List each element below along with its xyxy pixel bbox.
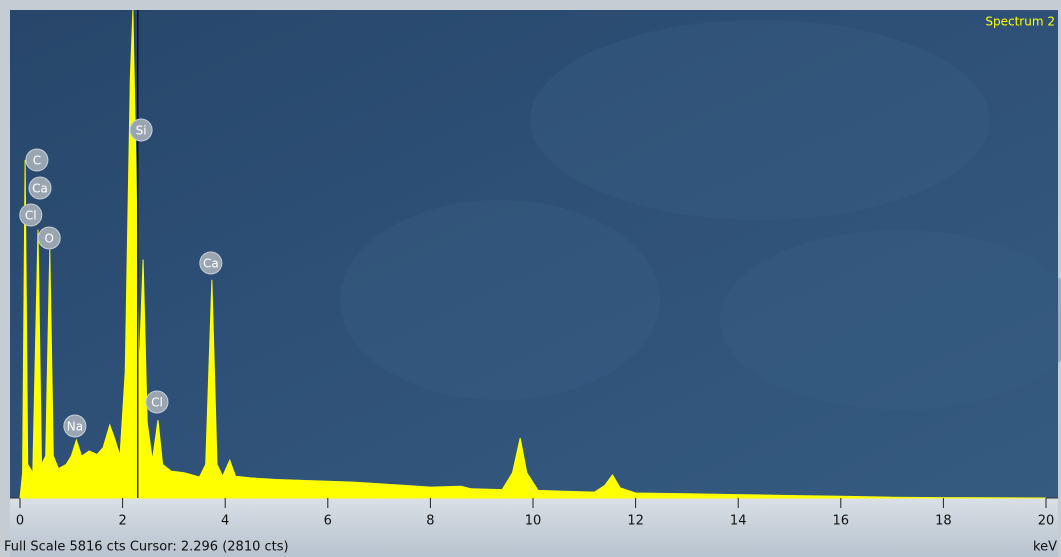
element-marker	[19, 203, 43, 227]
x-unit: keV	[1033, 540, 1057, 555]
element-label: Na	[67, 420, 83, 434]
element-label: Cl	[151, 396, 163, 410]
element-label: Si	[136, 123, 147, 137]
element-marker	[25, 148, 49, 172]
element-marker	[145, 390, 169, 414]
element-label: C	[33, 154, 41, 168]
element-marker	[37, 226, 61, 250]
x-tick-label: 18	[935, 514, 952, 529]
x-tick-label: 4	[221, 514, 229, 529]
background-blob	[530, 20, 990, 220]
element-marker	[28, 176, 52, 200]
x-tick-label: 6	[324, 514, 332, 529]
x-tick-label: 10	[525, 514, 542, 529]
element-marker	[199, 251, 223, 275]
x-tick-label: 8	[426, 514, 434, 529]
element-label: Ca	[32, 181, 48, 195]
x-tick-label: 20	[1038, 514, 1055, 529]
axis-area	[10, 498, 1058, 557]
spectrum-title: Spectrum 2	[985, 15, 1055, 29]
x-tick-label: 12	[627, 514, 644, 529]
element-marker	[129, 118, 153, 142]
background-blob	[720, 230, 1061, 410]
spectrum-area	[19, 9, 1047, 499]
element-label: Cl	[25, 208, 37, 222]
background-blob	[340, 200, 660, 400]
x-tick-label: 2	[118, 514, 126, 529]
x-tick-label: 0	[16, 514, 24, 529]
status-bar: Full Scale 5816 cts Cursor: 2.296 (2810 …	[4, 540, 289, 555]
element-marker	[63, 414, 87, 438]
element-label: Ca	[203, 256, 219, 270]
element-label: O	[45, 231, 54, 245]
x-tick-label: 14	[730, 514, 747, 529]
x-tick-label: 16	[833, 514, 850, 529]
plot-area	[10, 10, 1058, 498]
